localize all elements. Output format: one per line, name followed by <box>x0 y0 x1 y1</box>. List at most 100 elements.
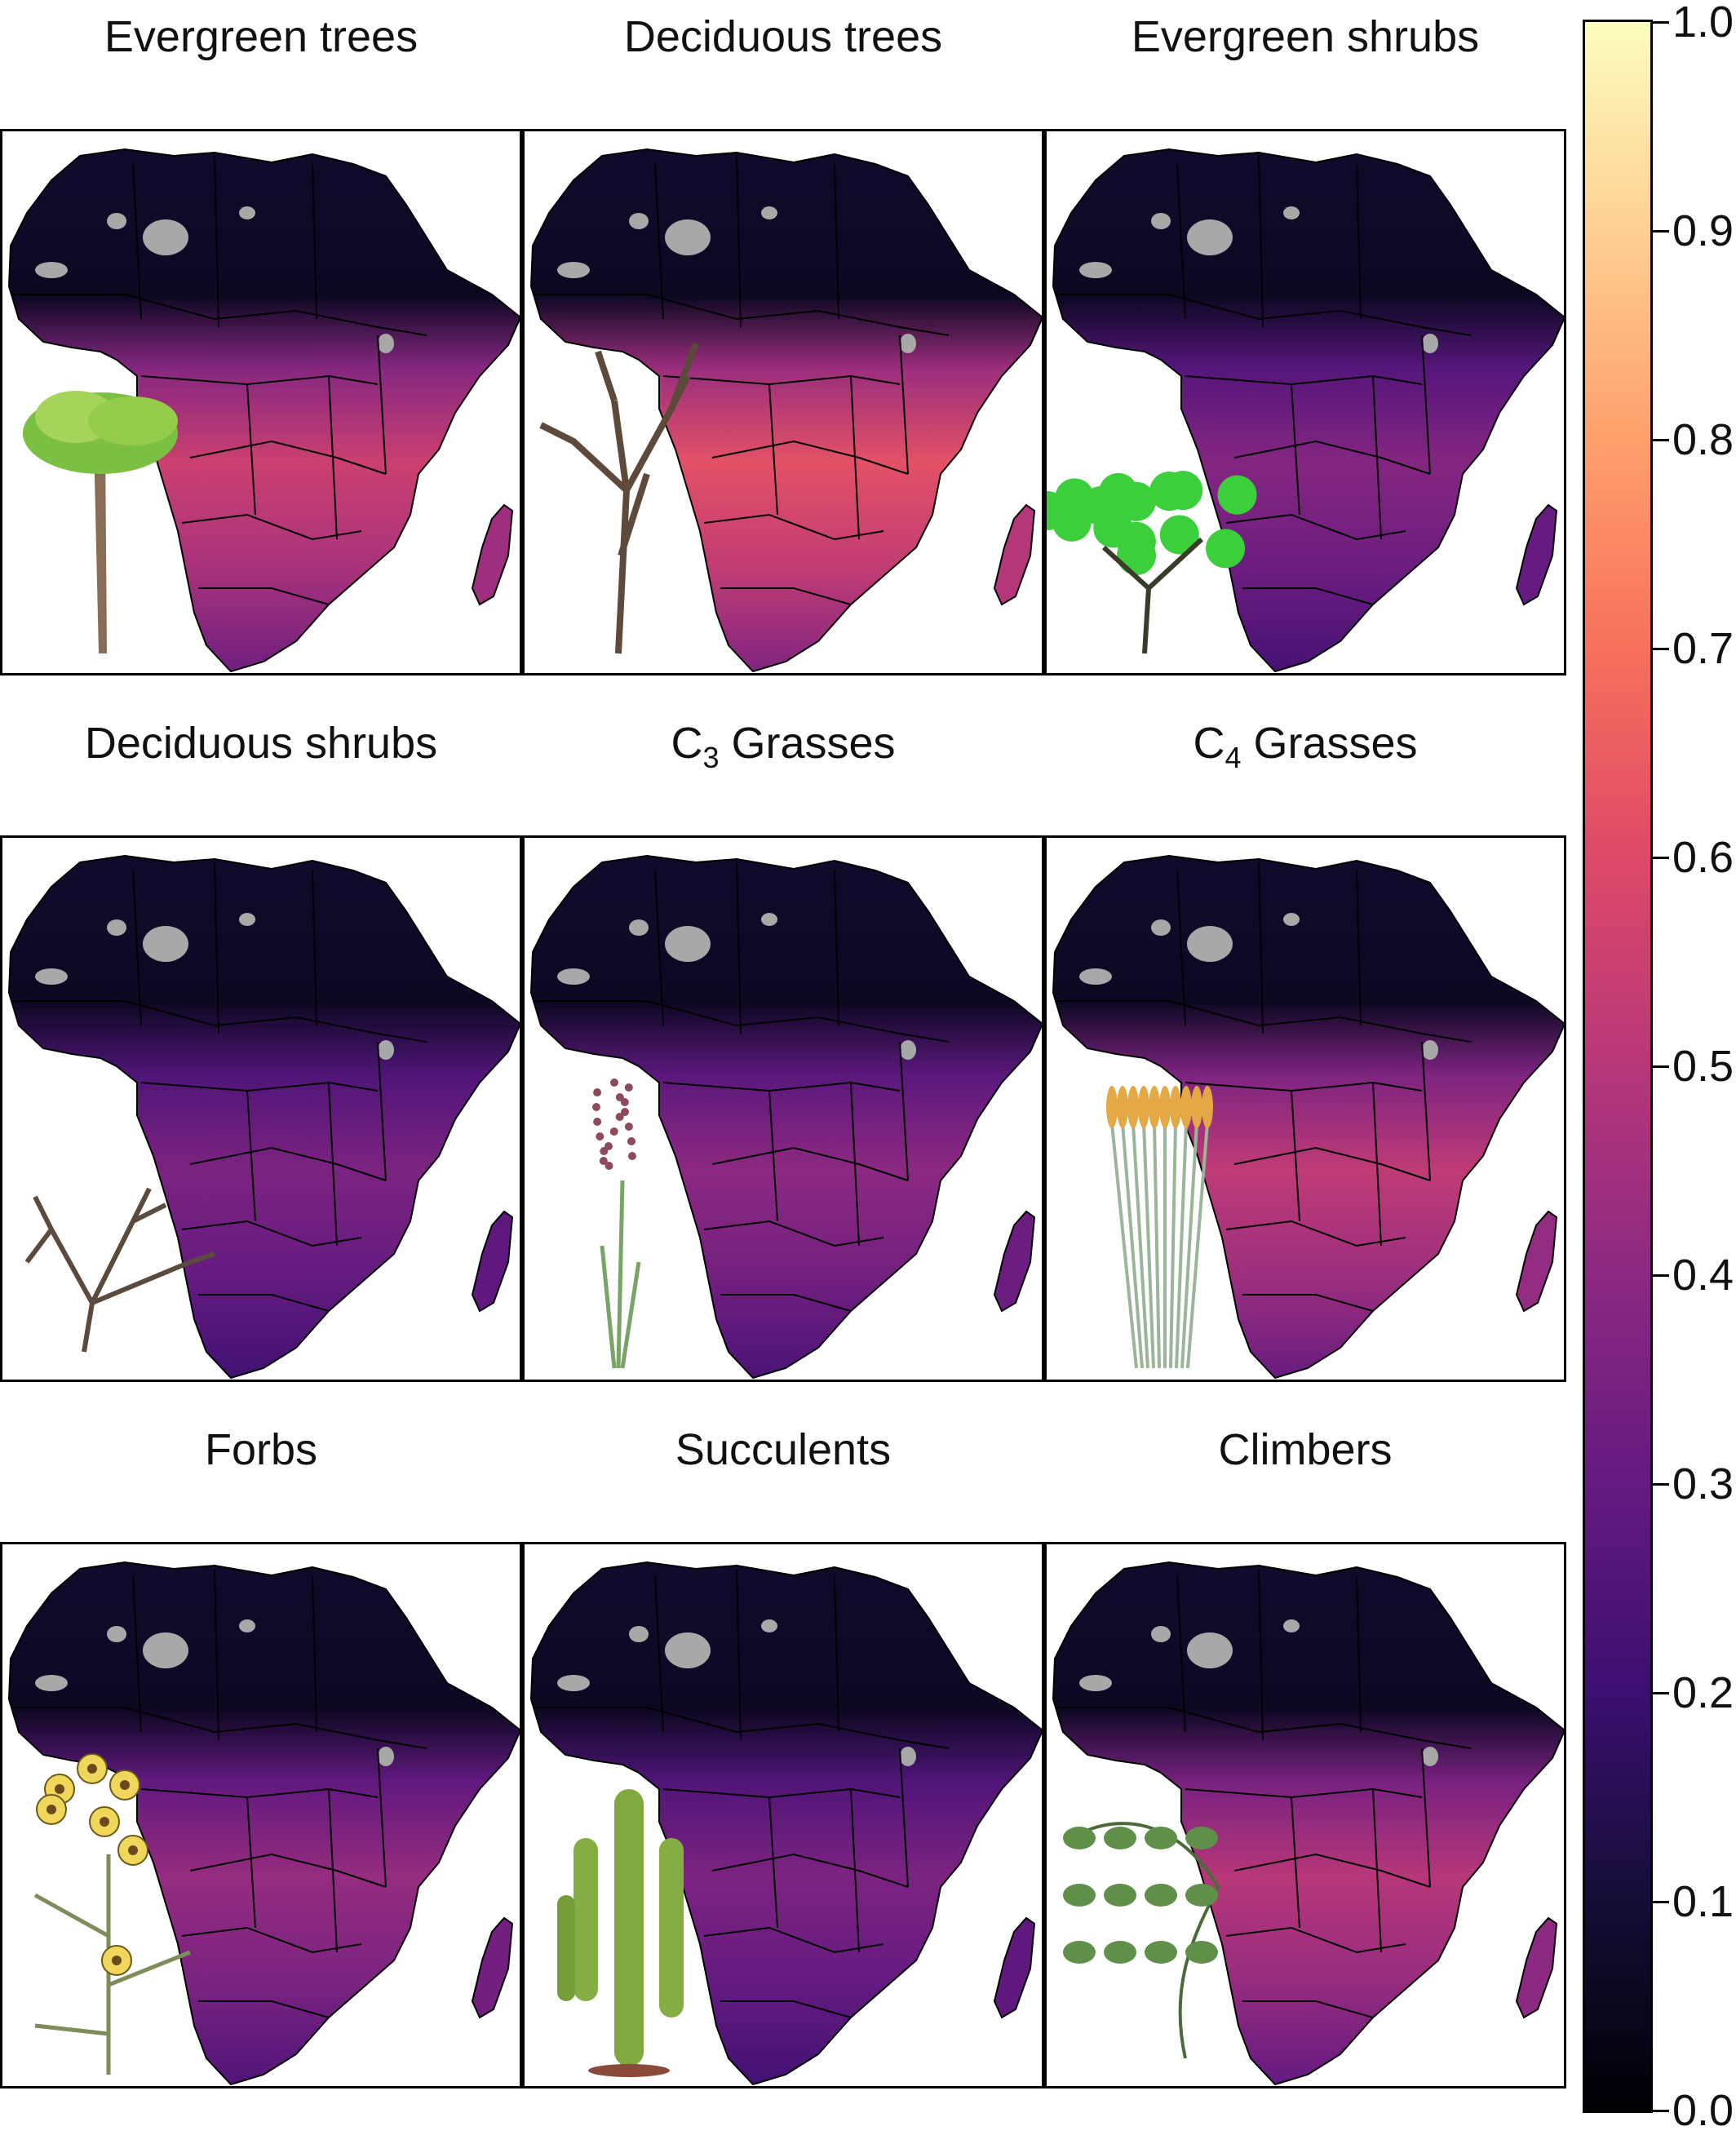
country-border <box>1291 383 1300 516</box>
no-data-area <box>107 213 126 229</box>
no-data-area <box>107 1626 126 1642</box>
no-data-area <box>378 334 394 353</box>
no-data-area <box>629 1626 649 1642</box>
country-border <box>132 1576 142 1733</box>
colorbar-tick <box>1653 1901 1669 1903</box>
country-border <box>850 1788 860 1953</box>
map-panel-evergreen-shrubs <box>1044 129 1566 675</box>
country-border <box>140 1787 379 1799</box>
map-panel-c3-grasses <box>522 835 1044 1382</box>
country-border <box>1421 1041 1431 1181</box>
country-border <box>736 155 742 328</box>
map-panel-succulents <box>522 1542 1044 2088</box>
country-border <box>140 1081 379 1092</box>
country-border <box>1258 155 1264 328</box>
country-border <box>736 862 742 1034</box>
no-data-area <box>1079 262 1112 278</box>
tall-grass-icon <box>1106 1086 1213 1369</box>
country-border <box>834 163 839 320</box>
bare-shrub-icon <box>24 1187 215 1353</box>
country-border <box>11 294 427 336</box>
no-data-area <box>1187 1632 1233 1668</box>
grass-flower-icon <box>592 1079 641 1369</box>
yellow-flower-icon <box>33 1753 191 2075</box>
country-border <box>711 440 909 475</box>
colorbar-tick <box>1653 1274 1669 1277</box>
colorbar-tick <box>1653 648 1669 650</box>
no-data-area <box>143 926 188 962</box>
colorbar-tick-label: 0.5 <box>1672 1042 1734 1091</box>
no-data-area <box>143 1632 188 1668</box>
no-data-area <box>1422 334 1438 353</box>
country-border <box>1242 2000 1374 2018</box>
panel-title-evergreen-shrubs: Evergreen shrubs <box>1131 12 1480 61</box>
country-border <box>214 862 219 1034</box>
country-border <box>1258 1568 1264 1741</box>
country-border <box>1291 1796 1300 1929</box>
country-border <box>736 1568 742 1741</box>
country-border <box>662 374 901 386</box>
country-border <box>1185 374 1423 386</box>
country-border <box>198 587 330 605</box>
colorbar-tick <box>1653 439 1669 441</box>
country-border <box>246 1090 256 1222</box>
no-data-area <box>239 206 255 219</box>
no-data-area <box>1079 1675 1112 1691</box>
bare-tree-icon <box>539 342 699 654</box>
no-data-area <box>239 1619 255 1632</box>
no-data-area <box>629 919 649 936</box>
country-border <box>768 383 778 516</box>
country-border <box>189 1146 387 1181</box>
no-data-area <box>1151 1626 1171 1642</box>
country-border <box>1176 163 1186 320</box>
madagascar-map <box>993 503 1036 606</box>
country-border <box>1185 1787 1423 1799</box>
country-border <box>720 1294 852 1312</box>
no-data-area <box>557 968 590 985</box>
no-data-area <box>35 968 68 985</box>
country-border <box>850 1082 860 1247</box>
madagascar-map <box>1515 503 1558 606</box>
country-border <box>328 375 338 540</box>
no-data-area <box>35 1675 68 1691</box>
country-border <box>312 870 317 1026</box>
country-border <box>533 1707 950 1749</box>
panel-title-c3-grasses: C3 Grasses <box>671 719 896 774</box>
colorbar-tick-label: 0.1 <box>1672 1877 1734 1926</box>
country-border <box>1356 1576 1362 1733</box>
country-border <box>533 1000 950 1043</box>
country-border <box>1258 862 1264 1034</box>
country-border <box>662 1081 901 1092</box>
country-border <box>662 1787 901 1799</box>
no-data-area <box>1151 919 1171 936</box>
no-data-area <box>239 913 255 926</box>
no-data-area <box>557 1675 590 1691</box>
colorbar-tick <box>1653 2110 1669 2112</box>
madagascar-map <box>471 1916 514 2019</box>
colorbar <box>1583 20 1653 2113</box>
colorbar-tick-label: 0.7 <box>1672 624 1734 673</box>
africa-map <box>529 148 1042 673</box>
colorbar-tick-label: 0.8 <box>1672 415 1734 464</box>
country-border <box>1233 440 1431 475</box>
country-border <box>850 375 860 540</box>
country-border <box>720 587 852 605</box>
no-data-area <box>1422 1747 1438 1766</box>
africa-map <box>7 854 520 1380</box>
no-data-area <box>143 219 188 255</box>
africa-map <box>529 1561 1042 2086</box>
panel-title-climbers: Climbers <box>1218 1425 1393 1474</box>
no-data-area <box>35 262 68 278</box>
no-data-area <box>900 334 916 353</box>
panel-title-evergreen-trees: Evergreen trees <box>104 12 418 61</box>
country-border <box>328 1082 338 1247</box>
panel-title-c4-grasses: C4 Grasses <box>1193 719 1418 774</box>
country-border <box>189 1853 387 1888</box>
no-data-area <box>1283 913 1300 926</box>
madagascar-map <box>993 1210 1036 1313</box>
country-border <box>899 334 909 475</box>
no-data-area <box>378 1040 394 1060</box>
country-border <box>899 1747 909 1888</box>
map-panel-c4-grasses <box>1044 835 1566 1382</box>
panel-title-deciduous-shrubs: Deciduous shrubs <box>84 719 438 768</box>
